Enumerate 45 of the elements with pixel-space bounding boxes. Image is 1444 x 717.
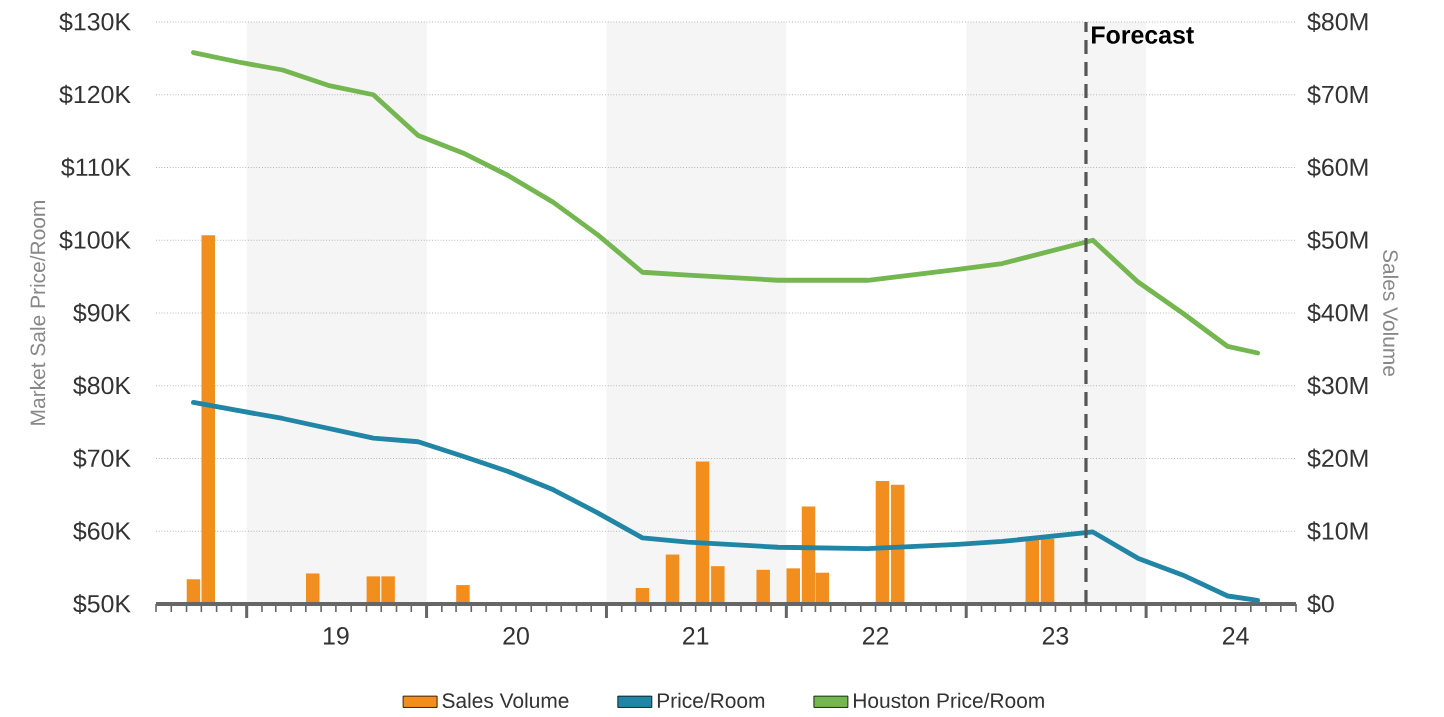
y-tick-label: $60K (73, 521, 131, 542)
bar (1025, 538, 1040, 604)
bar (305, 573, 320, 604)
bar (786, 568, 800, 604)
legend-label: Price/Room (657, 692, 765, 709)
line-series (191, 50, 1261, 356)
x-tick-label: 20 (503, 627, 529, 645)
y2-tick-label: $0 (1307, 593, 1334, 615)
y-tick-label: $90K (73, 302, 131, 324)
y2-tick-label: $30M (1307, 375, 1368, 396)
x-tick-label: 22 (862, 627, 889, 645)
y-tick-label: $110K (61, 157, 131, 178)
y2-tick-label: $70M (1307, 84, 1368, 105)
y-tick-label: $70K (73, 448, 131, 469)
bar (201, 235, 215, 604)
x-tick-label: 19 (323, 627, 349, 645)
legend-label: Houston Price/Room (854, 692, 1044, 709)
bar (890, 484, 905, 604)
y2-tick-label: $20M (1307, 448, 1368, 469)
bar (1040, 538, 1055, 604)
y-tick-label: $100K (59, 230, 131, 251)
ref-line-label: Forecast (1092, 26, 1194, 44)
y-tick-label: $120K (59, 84, 131, 105)
bar (456, 585, 470, 604)
legend-label: Sales Volume (442, 692, 569, 709)
y-tick-label: $80K (73, 375, 131, 396)
y-axis-title: Market Sale Price/Room (29, 201, 46, 425)
bar (711, 566, 725, 604)
x-tick-label: 23 (1042, 627, 1069, 645)
y2-tick-label: $40M (1307, 302, 1368, 324)
x-tick-label: 21 (683, 627, 709, 645)
line-series (191, 400, 1261, 603)
y2-tick-label: $60M (1307, 157, 1368, 178)
y-tick-label: $50K (73, 593, 131, 615)
bar (665, 554, 680, 604)
y2-tick-label: $10M (1307, 521, 1368, 542)
bar (695, 461, 710, 604)
y2-axis-title: Sales Volume (1383, 249, 1399, 376)
y2-tick-label: $50M (1307, 230, 1368, 251)
y2-tick-label: $80M (1307, 11, 1368, 33)
bar (875, 481, 890, 604)
x-tick-label: 24 (1222, 627, 1249, 645)
y-tick-label: $130K (59, 11, 131, 33)
bar (756, 569, 770, 604)
bar (186, 579, 201, 604)
